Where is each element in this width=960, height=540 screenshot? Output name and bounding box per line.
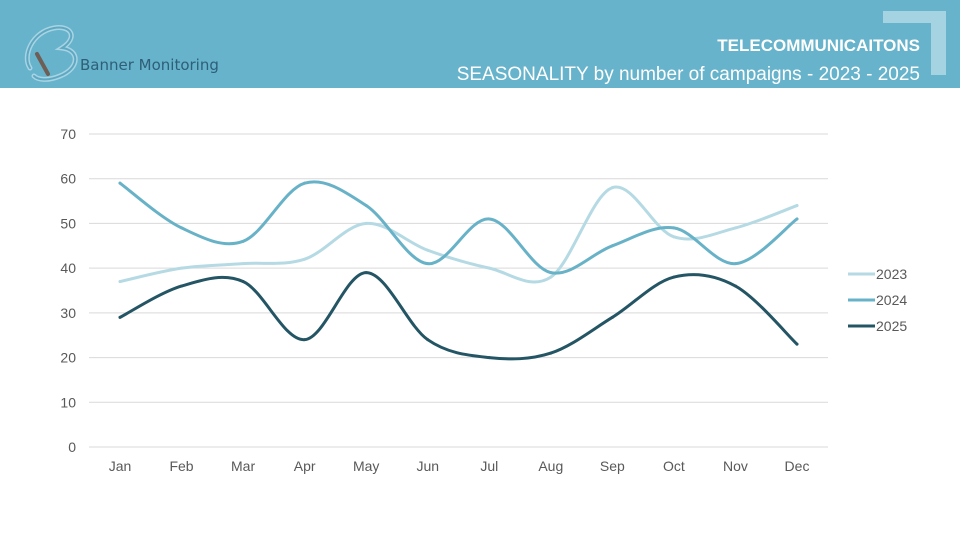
- x-tick-label: Jun: [416, 458, 439, 474]
- x-tick-label: Aug: [538, 458, 563, 474]
- data-point-2024: [426, 262, 430, 266]
- x-tick-label: Jul: [480, 458, 498, 474]
- x-tick-label: Dec: [785, 458, 810, 474]
- data-point-2025: [733, 284, 737, 288]
- b-letter-logo-icon: [24, 25, 78, 82]
- x-tick-label: Sep: [600, 458, 625, 474]
- data-point-2023: [549, 275, 553, 279]
- page-title: TELECOMMUNICAITONS: [717, 36, 920, 55]
- data-point-2023: [487, 266, 491, 270]
- y-tick-label: 70: [60, 126, 76, 142]
- data-point-2024: [549, 271, 553, 275]
- data-point-2024: [364, 204, 368, 208]
- x-tick-label: Jan: [109, 458, 132, 474]
- y-tick-label: 0: [68, 439, 76, 455]
- x-tick-label: Feb: [169, 458, 193, 474]
- legend-label: 2023: [876, 266, 907, 282]
- data-point-2025: [303, 338, 307, 342]
- x-axis-ticks: Jan Feb Mar Apr May Jun Jul Aug Sep Oct Nov Dec: [109, 458, 810, 474]
- brand-name: Banner Monitoring: [80, 56, 219, 74]
- data-point-2025: [180, 284, 184, 288]
- data-point-2023: [795, 204, 799, 208]
- data-point-2023: [118, 280, 122, 284]
- page-subtitle: SEASONALITY by number of campaigns - 202…: [456, 64, 920, 85]
- header-bar: Banner Monitoring TELECOMMUNICAITONS SEA…: [0, 0, 960, 88]
- y-tick-label: 30: [60, 305, 76, 321]
- data-point-2025: [610, 315, 614, 319]
- legend-label: 2025: [876, 318, 907, 334]
- data-point-2024: [303, 181, 307, 185]
- data-point-2025: [487, 356, 491, 360]
- data-point-2023: [733, 226, 737, 230]
- data-point-2024: [241, 239, 245, 243]
- data-point-2024: [610, 244, 614, 248]
- y-tick-label: 40: [60, 260, 76, 276]
- x-tick-label: Apr: [294, 458, 316, 474]
- data-point-2024: [795, 217, 799, 221]
- legend-label: 2024: [876, 292, 907, 308]
- y-tick-label: 10: [60, 394, 76, 410]
- gridlines: [89, 133, 828, 448]
- data-point-2024: [487, 217, 491, 221]
- data-point-2023: [610, 186, 614, 190]
- y-tick-label: 60: [60, 171, 76, 187]
- data-point-2025: [364, 271, 368, 275]
- legend: 2023 2024 2025: [848, 266, 907, 334]
- data-point-2025: [549, 351, 553, 355]
- data-point-2025: [241, 280, 245, 284]
- series-lines: [118, 180, 799, 361]
- y-axis-ticks: 0 10 20 30 40 50 60 70: [60, 126, 76, 455]
- data-point-2024: [180, 226, 184, 230]
- x-tick-label: Oct: [663, 458, 685, 474]
- x-tick-label: Nov: [723, 458, 748, 474]
- data-point-2023: [364, 221, 368, 225]
- data-point-2023: [180, 266, 184, 270]
- data-point-2025: [426, 338, 430, 342]
- data-point-2023: [303, 257, 307, 261]
- x-tick-label: May: [353, 458, 379, 474]
- corner-decoration: [883, 11, 946, 75]
- data-point-2025: [672, 275, 676, 279]
- data-point-2023: [426, 248, 430, 252]
- y-tick-label: 50: [60, 215, 76, 231]
- x-tick-label: Mar: [231, 458, 255, 474]
- data-point-2023: [672, 235, 676, 239]
- data-point-2024: [733, 262, 737, 266]
- data-point-2025: [118, 315, 122, 319]
- data-point-2024: [118, 181, 122, 185]
- data-point-2024: [672, 226, 676, 230]
- y-tick-label: 20: [60, 350, 76, 366]
- series-line-2025: [118, 271, 799, 361]
- data-point-2023: [241, 262, 245, 266]
- data-point-2025: [795, 342, 799, 346]
